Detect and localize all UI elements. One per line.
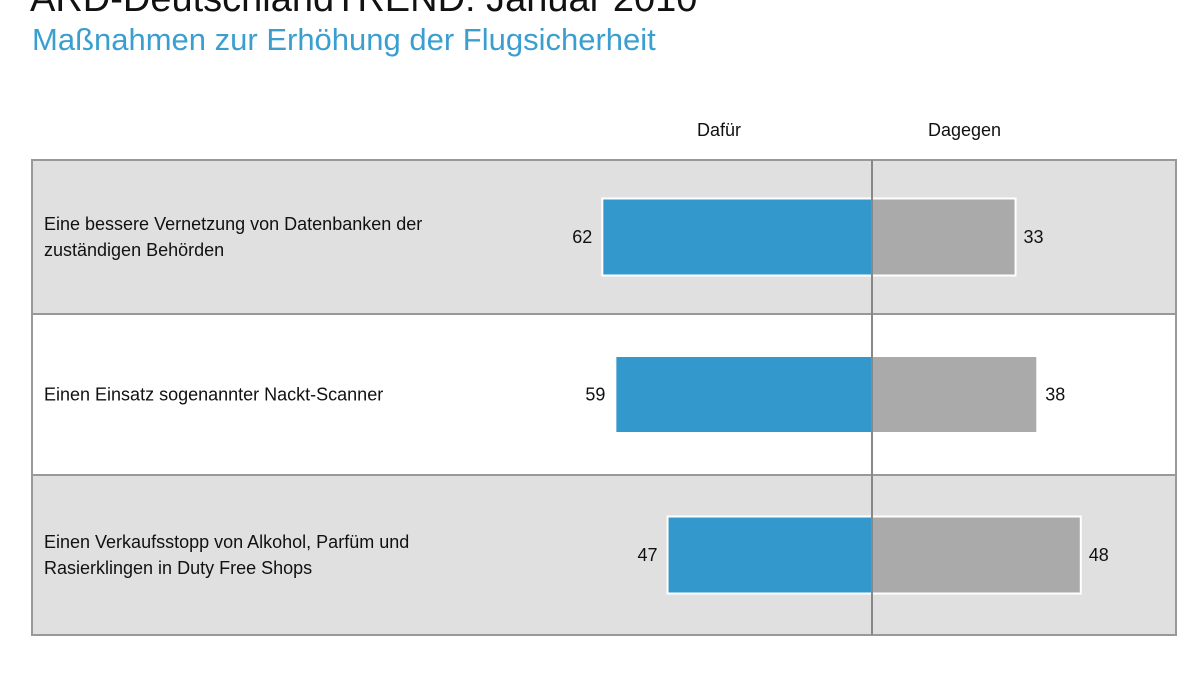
- legend-dafuer: Dafür: [697, 120, 742, 140]
- data-label-dafuer: 62: [572, 227, 592, 247]
- bar-dafuer: [614, 355, 873, 434]
- data-label-dagegen: 33: [1024, 227, 1044, 247]
- legend-dagegen: Dagegen: [928, 120, 1002, 140]
- data-label-dafuer: 47: [638, 545, 658, 565]
- category-label: Einen Verkaufsstopp von Alkohol, Parfüm …: [44, 532, 409, 578]
- category-label: Eine bessere Vernetzung von Datenbanken …: [44, 214, 422, 260]
- data-label-dagegen: 48: [1089, 545, 1109, 565]
- category-label: Einen Einsatz sogenannter Nackt-Scanner: [44, 385, 383, 405]
- data-label-dagegen: 38: [1045, 385, 1065, 405]
- bar-dagegen: [871, 197, 1017, 277]
- data-label-dafuer: 59: [585, 385, 605, 405]
- page-title: ARD-DeutschlandTREND: Januar 2010: [30, 0, 697, 21]
- bar-dafuer: [601, 197, 873, 277]
- bar-dagegen: [871, 515, 1082, 595]
- chart-subtitle: Maßnahmen zur Erhöhung der Flugsicherhei…: [32, 22, 656, 57]
- bar-dagegen: [871, 355, 1039, 434]
- bar-dafuer: [666, 515, 873, 595]
